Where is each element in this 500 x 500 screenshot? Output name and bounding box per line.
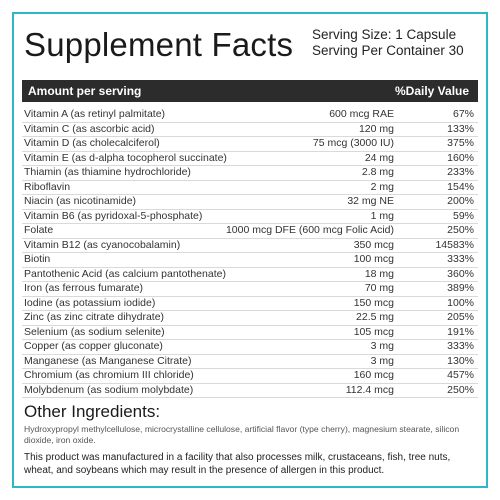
nutrient-daily-value: 200%: [447, 195, 474, 207]
nutrient-name: Vitamin C (as ascorbic acid): [24, 122, 155, 135]
nutrient-name: Thiamin (as thiamine hydrochloride): [24, 166, 191, 178]
nutrient-amount: 32 mg NE: [347, 195, 394, 207]
nutrient-name: Vitamin D (as cholecalciferol): [24, 137, 160, 149]
daily-value-column-header: %Daily Value: [395, 84, 470, 98]
table-row: Zinc (as zinc citrate dihydrate) 22.5 mg 2…: [22, 311, 478, 326]
nutrient-daily-value: 133%: [447, 122, 474, 135]
table-row: Selenium (as sodium selenite) 105 mcg 191%: [22, 325, 478, 340]
nutrient-amount: 350 mcg: [353, 238, 394, 251]
nutrient-daily-value: 233%: [447, 166, 474, 178]
nutrient-amount: 105 mcg: [353, 325, 394, 338]
nutrient-name: Vitamin E (as d-alpha tocopherol succina…: [24, 151, 227, 164]
table-row: Chromium (as chromium III chloride) 160 m…: [22, 369, 478, 384]
facts-header: Supplement Facts Serving Size: 1 Capsule…: [14, 14, 486, 84]
nutrient-daily-value: 389%: [447, 282, 474, 294]
table-row: Manganese (as Manganese Citrate) 3 mg 130%: [22, 354, 478, 369]
table-row: Riboflavin 2 mg 154%: [22, 180, 478, 195]
nutrient-amount: 1 mg: [370, 209, 394, 222]
nutrient-daily-value: 59%: [452, 209, 474, 222]
nutrient-amount: 3 mg: [370, 340, 394, 352]
table-row: Pantothenic Acid (as calcium pantothenat…: [22, 267, 478, 282]
nutrient-amount: 2 mg: [370, 180, 394, 193]
nutrient-amount: 160 mcg: [353, 369, 394, 381]
nutrient-name: Iron (as ferrous fumarate): [24, 282, 144, 294]
table-row: Vitamin B6 (as pyridoxal-5-phosphate) 1 m…: [22, 209, 478, 224]
nutrient-amount: 18 mg: [364, 267, 394, 280]
nutrient-daily-value: 14583%: [435, 238, 474, 251]
other-ingredients-heading: Other Ingredients:: [24, 402, 161, 421]
nutrient-name: Riboflavin: [24, 180, 71, 193]
nutrient-daily-value: 160%: [447, 151, 474, 164]
nutrient-daily-value: 130%: [447, 354, 474, 367]
nutrient-daily-value: 250%: [447, 383, 474, 396]
nutrient-amount: 150 mcg: [353, 296, 394, 309]
table-row: Molybdenum (as sodium molybdate) 112.4 mc…: [22, 383, 478, 398]
other-ingredients-text: Hydroxypropyl methylcellulose, microcrys…: [24, 424, 460, 445]
table-header-bar: Amount per serving %Daily Value: [22, 80, 478, 102]
table-row: Niacin (as nicotinamide) 32 mg NE 200%: [22, 195, 478, 210]
table-row: Copper (as copper gluconate) 3 mg 333%: [22, 340, 478, 355]
nutrient-name: Vitamin B6 (as pyridoxal-5-phosphate): [24, 209, 203, 222]
table-row: Vitamin B12 (as cyanocobalamin) 350 mcg 14…: [22, 238, 478, 253]
nutrient-name: Folate: [24, 224, 54, 236]
serving-size: Serving Size: 1 Capsule: [312, 27, 457, 42]
table-row: Vitamin A (as retinyl palmitate) 600 mcg …: [22, 108, 478, 123]
nutrient-name: Selenium (as sodium selenite): [24, 325, 165, 338]
nutrient-amount: 600 mcg RAE: [329, 108, 394, 120]
nutrient-name: Biotin: [24, 253, 51, 265]
allergen-statement: This product was manufactured in a facil…: [24, 452, 451, 476]
nutrient-amount: 24 mg: [364, 151, 394, 164]
nutrient-name: Pantothenic Acid (as calcium pantothenat…: [24, 267, 226, 280]
nutrient-name: Niacin (as nicotinamide): [24, 195, 137, 207]
page-title: Supplement Facts: [24, 26, 294, 63]
nutrient-name: Iodine (as potassium iodide): [24, 296, 156, 309]
table-row: Vitamin C (as ascorbic acid) 120 mg 133%: [22, 122, 478, 137]
table-row: Vitamin E (as d-alpha tocopherol succina…: [22, 151, 478, 166]
nutrient-name: Manganese (as Manganese Citrate): [24, 354, 192, 367]
nutrient-daily-value: 154%: [447, 180, 474, 193]
nutrient-amount: 3 mg: [370, 354, 394, 367]
serving-info: Serving Size: 1 Capsule Serving Per Cont…: [312, 27, 464, 59]
nutrient-name: Molybdenum (as sodium molybdate): [24, 383, 194, 396]
nutrient-daily-value: 333%: [447, 253, 474, 265]
table-row: Iron (as ferrous fumarate) 70 mg 389%: [22, 282, 478, 297]
nutrient-amount: 70 mg: [364, 282, 394, 294]
nutrient-daily-value: 67%: [452, 108, 474, 120]
supplement-facts-panel: Supplement Facts Serving Size: 1 Capsule…: [12, 12, 488, 488]
nutrient-name: Chromium (as chromium III chloride): [24, 369, 194, 381]
nutrient-amount: 120 mg: [358, 122, 394, 135]
nutrient-daily-value: 191%: [447, 325, 474, 338]
nutrient-name: Vitamin B12 (as cyanocobalamin): [24, 238, 181, 251]
nutrient-daily-value: 205%: [447, 311, 474, 323]
nutrient-amount: 22.5 mg: [356, 311, 394, 323]
nutrient-daily-value: 457%: [447, 369, 474, 381]
nutrient-table: Vitamin A (as retinyl palmitate) 600 mcg …: [22, 108, 478, 398]
table-row: Iodine (as potassium iodide) 150 mcg 100%: [22, 296, 478, 311]
nutrient-amount: 100 mcg: [353, 253, 394, 265]
table-row: Folate 1000 mcg DFE (600 mcg Folic Acid) 2…: [22, 224, 478, 239]
nutrient-name: Vitamin A (as retinyl palmitate): [24, 108, 166, 120]
nutrient-daily-value: 250%: [447, 224, 474, 236]
nutrient-name: Zinc (as zinc citrate dihydrate): [24, 311, 165, 323]
table-row: Vitamin D (as cholecalciferol) 75 mcg (30…: [22, 137, 478, 152]
nutrient-daily-value: 333%: [447, 340, 474, 352]
table-row: Biotin 100 mcg 333%: [22, 253, 478, 268]
nutrient-amount: 2.8 mg: [361, 166, 394, 178]
nutrient-daily-value: 100%: [447, 296, 474, 309]
nutrient-amount: 112.4 mcg: [345, 383, 394, 396]
amount-column-header: Amount per serving: [28, 84, 142, 98]
nutrient-name: Copper (as copper gluconate): [24, 340, 163, 352]
servings-per-container: Serving Per Container 30: [312, 43, 464, 58]
nutrient-daily-value: 360%: [447, 267, 474, 280]
nutrient-daily-value: 375%: [447, 137, 474, 149]
nutrient-amount: 75 mcg (3000 IU): [312, 137, 394, 149]
table-row: Thiamin (as thiamine hydrochloride) 2.8 m…: [22, 166, 478, 181]
nutrient-amount: 1000 mcg DFE (600 mcg Folic Acid): [225, 224, 394, 236]
